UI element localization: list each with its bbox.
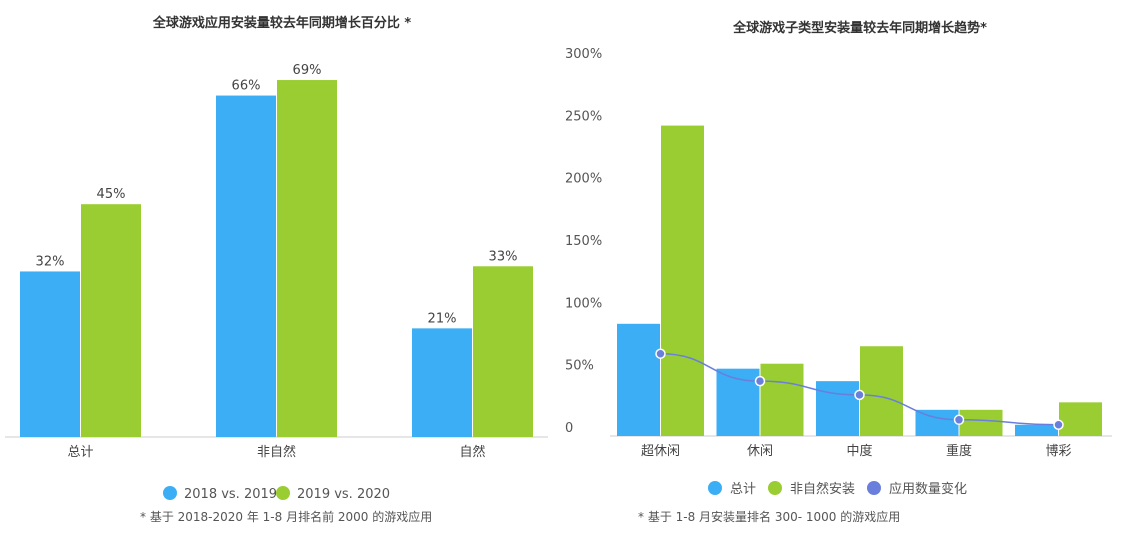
right-line-point-2 (754, 375, 766, 387)
legend-label-series-1: 2018 vs. 2019 (184, 487, 277, 502)
right-y-tick-labels: 0 50% 100% 150% 200% 250% 300% (565, 47, 602, 436)
left-category-labels: 总计 非自然 自然 (67, 444, 485, 460)
left-bar-1-2 (216, 95, 276, 437)
right-bars (617, 125, 1102, 436)
right-bar-2-4 (959, 409, 1003, 436)
left-data-label-2-1: 45% (97, 187, 126, 202)
right-y-tick-label: 0 (565, 421, 573, 436)
left-bars: 32% 45% 66% 69% 21% 33% (20, 63, 533, 437)
right-line-point-4 (953, 414, 965, 426)
right-line-point-1 (655, 348, 666, 359)
right-chart: 全球游戏子类型安装量较去年同期增长趋势* 0 50% 100% 150% 200% 250… (565, 20, 1112, 524)
right-bar-1-5 (1015, 424, 1058, 436)
right-category-label: 超休闲 (641, 444, 680, 459)
right-category-label: 重度 (946, 443, 972, 459)
left-bar-1-3 (412, 328, 472, 437)
legend-swatch-series-2 (276, 486, 290, 500)
right-category-label: 休闲 (747, 444, 773, 459)
right-category-labels: 超休闲 休闲 中度 重度 博彩 (641, 443, 1072, 459)
right-footnote: * 基于 1-8 月安装量排名 300- 1000 的游戏应用 (638, 509, 900, 524)
right-bar-2-3 (860, 346, 903, 436)
legend-label-total: 总计 (730, 482, 756, 497)
right-y-tick-label: 300% (565, 47, 602, 62)
left-chart-title: 全球游戏应用安装量较去年同期增长百分比 * (152, 15, 412, 31)
left-bar-1-1 (20, 271, 80, 437)
right-bar-2-5 (1059, 402, 1102, 436)
right-bar-1-3 (816, 381, 859, 436)
right-y-tick-label: 150% (565, 234, 602, 249)
left-bar-2-2 (277, 80, 337, 437)
legend-label-series-2: 2019 vs. 2020 (297, 487, 390, 502)
right-bar-1-2 (716, 368, 760, 436)
right-chart-title: 全球游戏子类型安装量较去年同期增长趋势* (732, 20, 987, 36)
legend-swatch-total (708, 481, 722, 495)
left-data-label-1-3: 21% (428, 311, 457, 326)
legend-label-nonorganic: 非自然安装 (790, 481, 855, 497)
left-chart: 全球游戏应用安装量较去年同期增长百分比 * 32% 45% 66% 69% 21% 33%… (5, 15, 548, 524)
left-data-label-1-2: 66% (232, 79, 261, 94)
right-category-label: 博彩 (1045, 444, 1071, 459)
right-bar-1-1 (617, 323, 660, 436)
legend-swatch-app-count (867, 481, 881, 495)
right-line-point-3 (854, 389, 865, 401)
right-bar-2-1 (661, 125, 704, 436)
right-bar-2-2 (760, 363, 804, 436)
left-data-label-1-1: 32% (36, 254, 65, 269)
right-y-tick-label: 50% (565, 359, 594, 374)
right-y-tick-label: 200% (565, 172, 602, 187)
right-line-point-5 (1053, 419, 1064, 431)
left-data-label-2-2: 69% (293, 63, 322, 78)
left-category-label: 总计 (67, 445, 93, 460)
left-category-label: 非自然 (257, 444, 296, 460)
left-footnote: * 基于 2018-2020 年 1-8 月排名前 2000 的游戏应用 (140, 509, 432, 524)
right-y-tick-label: 100% (565, 296, 602, 311)
legend-swatch-series-1 (163, 486, 177, 500)
right-y-tick-label: 250% (565, 109, 602, 124)
legend-swatch-nonorganic (768, 481, 782, 495)
left-category-label: 自然 (459, 444, 485, 460)
right-line-series (655, 348, 1064, 431)
left-data-label-2-3: 33% (489, 249, 518, 264)
left-bar-2-3 (473, 266, 533, 437)
legend-label-app-count: 应用数量变化 (889, 481, 967, 497)
right-category-label: 中度 (846, 443, 872, 459)
left-bar-2-1 (81, 204, 141, 437)
